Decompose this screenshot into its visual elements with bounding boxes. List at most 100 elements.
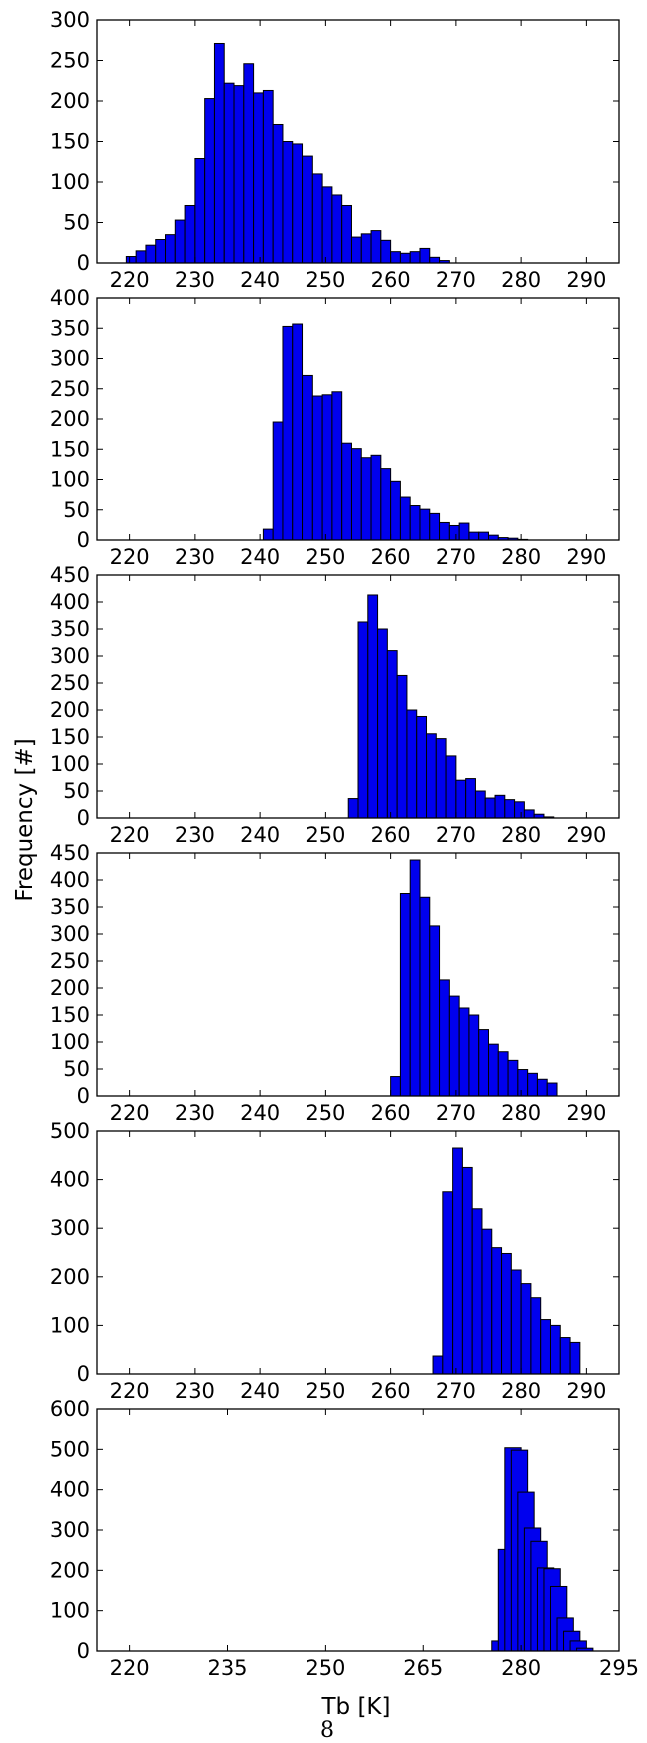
y-tick-label: 150 xyxy=(50,1003,90,1027)
histogram-bar xyxy=(497,1051,509,1097)
y-tick-label: 200 xyxy=(50,1558,90,1582)
y-tick-label: 300 xyxy=(50,1216,90,1240)
x-tick-label: 240 xyxy=(240,545,280,569)
histogram-bar xyxy=(419,508,431,541)
x-tick-label: 220 xyxy=(110,268,150,292)
histogram-bar xyxy=(390,251,401,264)
histogram-bar xyxy=(331,194,343,264)
histogram-bar xyxy=(458,522,470,541)
x-tick-label: 270 xyxy=(436,545,476,569)
y-tick-label: 200 xyxy=(50,407,90,431)
y-tick-label: 350 xyxy=(50,617,90,641)
histogram-bar xyxy=(549,1324,561,1375)
y-tick-label: 250 xyxy=(50,671,90,695)
y-tick-label: 50 xyxy=(63,211,90,235)
histogram-bar xyxy=(341,204,352,264)
x-axis-label: Tb [K] xyxy=(321,1694,391,1720)
x-tick-label: 270 xyxy=(436,823,476,847)
histogram-bar xyxy=(491,1247,503,1375)
x-tick-label: 220 xyxy=(110,1379,150,1403)
y-tick-label: 50 xyxy=(63,779,90,803)
histogram-bar xyxy=(468,1014,480,1097)
histogram-bar xyxy=(484,797,496,819)
histogram-bar xyxy=(435,738,447,819)
x-tick-label: 220 xyxy=(110,545,150,569)
y-tick-label: 0 xyxy=(77,1084,90,1108)
page-number: 8 xyxy=(320,1718,334,1743)
x-tick-label: 290 xyxy=(566,545,606,569)
histogram-bar xyxy=(455,779,467,819)
x-tick-label: 290 xyxy=(566,268,606,292)
histogram-bar xyxy=(155,239,167,264)
histogram-bar xyxy=(262,528,274,541)
histogram-bar xyxy=(396,674,408,819)
histogram-bar xyxy=(523,809,535,819)
x-tick-label: 250 xyxy=(305,1379,345,1403)
histogram-bar xyxy=(406,709,418,819)
x-tick-label: 240 xyxy=(240,268,280,292)
histogram-bar xyxy=(165,234,176,264)
x-tick-label: 260 xyxy=(371,545,411,569)
histogram-bar xyxy=(302,155,313,264)
histogram-bar xyxy=(321,186,333,264)
histogram-panel-5: 220 230 240 250 260 270 280 290 0 100 200 300 400 500 xyxy=(50,1119,620,1403)
histogram-bar xyxy=(409,859,421,1097)
histogram-bar xyxy=(380,468,392,541)
y-tick-label: 300 xyxy=(50,1518,90,1542)
x-tick-label: 280 xyxy=(501,1656,541,1680)
histogram-bar xyxy=(452,1147,463,1375)
x-tick-label: 230 xyxy=(175,1379,215,1403)
histogram-bar xyxy=(504,799,516,819)
y-tick-label: 150 xyxy=(50,437,90,461)
histogram-bar xyxy=(520,1283,532,1375)
histogram-bar xyxy=(426,733,437,819)
histogram-bar xyxy=(569,1341,581,1375)
plot-frame xyxy=(96,574,620,819)
histogram-bar xyxy=(357,621,369,819)
histogram-bar xyxy=(292,323,304,541)
y-tick-label: 0 xyxy=(77,528,90,552)
y-tick-label: 200 xyxy=(50,1265,90,1289)
histogram-panel-1: 220 230 240 250 260 270 280 290 0 50 100 150 200 250 3… xyxy=(50,8,620,292)
histogram-bar xyxy=(494,794,506,819)
y-tick-label: 250 xyxy=(50,949,90,973)
histogram-panel-6: 220 235 250 265 280 295 0 100 200 300 400 500 600 xyxy=(50,1397,639,1680)
x-tick-label: 250 xyxy=(305,545,345,569)
x-tick-label: 250 xyxy=(305,1101,345,1125)
histogram-panel-2: 220 230 240 250 260 270 280 290 0 50 100 150 200 250 3… xyxy=(50,286,620,569)
histogram-bar xyxy=(321,394,333,541)
histogram-bar xyxy=(399,496,411,541)
y-tick-label: 100 xyxy=(50,170,90,194)
x-tick-label: 260 xyxy=(371,268,411,292)
x-tick-label: 290 xyxy=(566,1101,606,1125)
histogram-bar xyxy=(233,85,245,264)
histogram-bar xyxy=(204,98,215,264)
y-tick-label: 200 xyxy=(50,976,90,1000)
x-tick-label: 220 xyxy=(110,823,150,847)
y-tick-label: 400 xyxy=(50,1168,90,1192)
histogram-bar xyxy=(530,1297,542,1375)
y-tick-label: 400 xyxy=(50,286,90,310)
histogram-bar xyxy=(302,374,313,541)
y-tick-label: 150 xyxy=(50,130,90,154)
x-tick-label: 290 xyxy=(566,1379,606,1403)
y-tick-label: 600 xyxy=(50,1397,90,1421)
x-tick-label: 265 xyxy=(403,1656,443,1680)
histogram-bar xyxy=(540,1319,551,1375)
y-tick-label: 250 xyxy=(50,49,90,73)
x-tick-label: 220 xyxy=(110,1101,150,1125)
histogram-bar xyxy=(445,755,457,819)
y-tick-label: 500 xyxy=(50,1437,90,1461)
y-tick-label: 50 xyxy=(63,498,90,522)
histogram-bar xyxy=(272,421,284,541)
y-tick-label: 0 xyxy=(77,806,90,830)
y-tick-label: 200 xyxy=(50,89,90,113)
histogram-bar xyxy=(536,1078,548,1097)
y-tick-label: 300 xyxy=(50,8,90,32)
y-tick-label: 300 xyxy=(50,922,90,946)
histogram-bar xyxy=(194,158,206,264)
histogram-bar xyxy=(390,1076,401,1097)
histogram-bar xyxy=(292,143,304,264)
histogram-bar xyxy=(488,1043,499,1097)
